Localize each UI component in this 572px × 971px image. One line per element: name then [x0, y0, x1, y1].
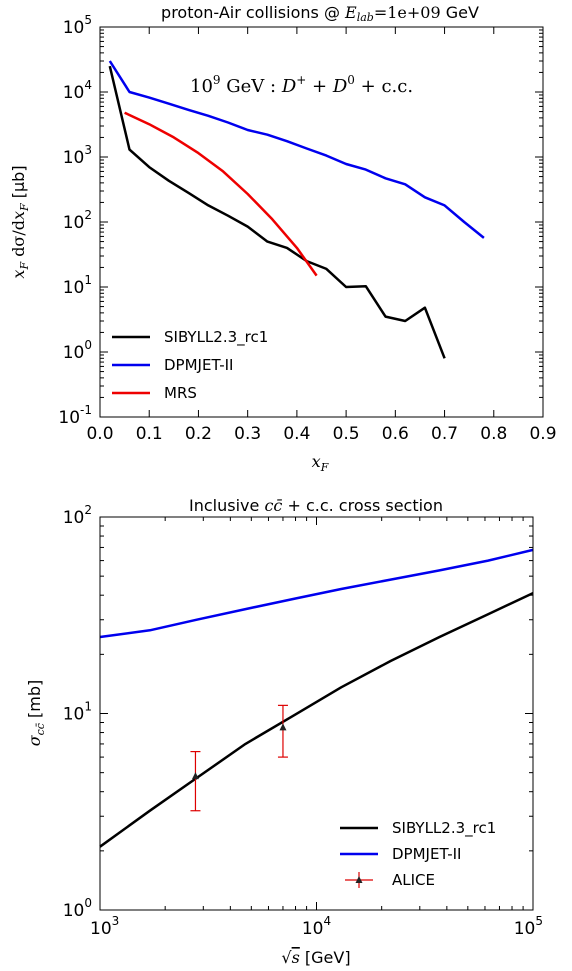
- data-point-alice: [277, 704, 288, 758]
- chart1-legend: SIBYLL2.3_rc1 DPMJET-II MRS: [112, 328, 268, 402]
- chart1-title: proton-Air collisions @ Elab=1e+09 GeV: [161, 3, 479, 24]
- x-tick-label: 103: [90, 914, 119, 939]
- legend-label: SIBYLL2.3_rc1: [164, 328, 268, 347]
- y-tick-label: 101: [63, 273, 92, 298]
- data-point-alice: [190, 750, 201, 812]
- x-tick-label: 0.7: [431, 424, 458, 444]
- y-tick-label: 103: [63, 143, 92, 168]
- series-line-sibyll2-3-rc1: [108, 65, 446, 359]
- series-line-dpmjet-ii: [108, 60, 485, 239]
- chart1-ylabel: xF dσ/dxF [μb]: [9, 165, 31, 278]
- series-line-dpmjet-ii: [99, 548, 534, 639]
- y-tick-label: 101: [63, 700, 92, 725]
- series-line-mrs: [124, 111, 318, 277]
- legend-marker: [355, 876, 363, 883]
- chart2-ylabel: σcc̄ [mb]: [25, 680, 47, 747]
- legend-label: DPMJET-II: [164, 356, 234, 374]
- x-tick-label: 0.3: [234, 424, 261, 444]
- y-tick-label: 102: [63, 503, 92, 528]
- x-tick-label: 0.2: [185, 424, 212, 444]
- y-tick-label: 100: [63, 338, 92, 363]
- legend-label: MRS: [164, 384, 197, 402]
- triangle-marker: [279, 723, 287, 731]
- x-tick-label: 0.9: [529, 424, 556, 444]
- legend-label: ALICE: [392, 871, 435, 889]
- y-tick-label: 105: [63, 13, 92, 38]
- chart1-plot-area: [99, 26, 544, 418]
- chart-xf-distribution: proton-Air collisions @ Elab=1e+09 GeV 0…: [9, 3, 557, 474]
- x-tick-label: 104: [302, 914, 331, 939]
- x-tick-label: 105: [514, 914, 543, 939]
- chart1-xlabel: xF: [312, 452, 329, 474]
- x-tick-label: 0.5: [333, 424, 360, 444]
- y-tick-label: 100: [63, 896, 92, 921]
- x-tick-label: 0.1: [136, 424, 163, 444]
- x-tick-label: 0.6: [382, 424, 409, 444]
- chart1-annotation: 109 GeV : D+ + D0 + c.c.: [190, 73, 413, 97]
- chart2-xlabel: √s [GeV]: [281, 948, 350, 967]
- legend-label: DPMJET-II: [392, 845, 462, 863]
- chart-cross-section: Inclusive cc̄ + c.c. cross section 103 10…: [25, 496, 543, 967]
- chart2-legend: SIBYLL2.3_rc1 DPMJET-II ALICE: [340, 819, 496, 889]
- triangle-marker: [191, 772, 199, 780]
- series-line-sibyll2-3-rc1: [99, 591, 534, 848]
- x-tick-label: 0.8: [480, 424, 507, 444]
- y-tick-label: 104: [63, 78, 92, 103]
- x-tick-label: 0.0: [86, 424, 113, 444]
- chart2-title: Inclusive cc̄ + c.c. cross section: [189, 496, 443, 515]
- y-tick-label: 102: [63, 208, 92, 233]
- legend-label: SIBYLL2.3_rc1: [392, 819, 496, 838]
- y-tick-label: 10-1: [58, 403, 92, 428]
- chart2-plot-area: [99, 516, 534, 911]
- x-tick-label: 0.4: [283, 424, 310, 444]
